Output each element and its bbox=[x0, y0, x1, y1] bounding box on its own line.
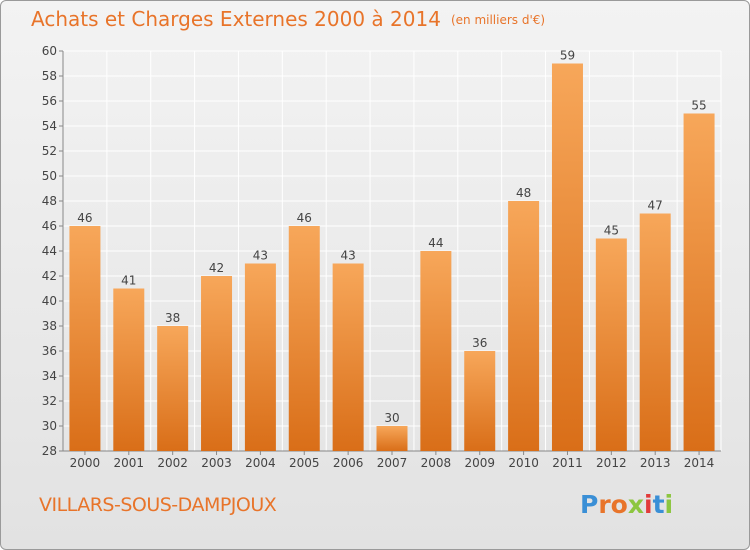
bar-value-label: 55 bbox=[691, 99, 706, 113]
bar-value-label: 48 bbox=[516, 186, 531, 200]
bar-value-label: 45 bbox=[604, 224, 619, 238]
bar-2010 bbox=[508, 201, 540, 451]
bar-2012 bbox=[595, 238, 627, 451]
bar-2004 bbox=[244, 263, 276, 451]
bar-value-label: 43 bbox=[253, 249, 268, 263]
bar-2013 bbox=[639, 213, 671, 451]
x-tick-label: 2004 bbox=[245, 456, 276, 470]
x-tick-label: 2008 bbox=[421, 456, 452, 470]
y-tick-label: 52 bbox=[42, 144, 57, 158]
bar-2007 bbox=[376, 426, 408, 451]
x-tick-label: 2011 bbox=[552, 456, 583, 470]
y-tick-label: 44 bbox=[42, 244, 57, 258]
bar-2001 bbox=[113, 288, 145, 451]
bar-value-label: 47 bbox=[648, 199, 663, 213]
x-tick-label: 2014 bbox=[684, 456, 715, 470]
bar-2009 bbox=[464, 351, 496, 451]
y-tick-label: 32 bbox=[42, 394, 57, 408]
bar-2003 bbox=[201, 276, 233, 451]
x-tick-label: 2005 bbox=[289, 456, 320, 470]
y-tick-label: 50 bbox=[42, 169, 57, 183]
bar-value-label: 46 bbox=[77, 211, 92, 225]
x-tick-label: 2012 bbox=[596, 456, 627, 470]
bar-value-label: 44 bbox=[428, 236, 443, 250]
x-tick-label: 2003 bbox=[201, 456, 232, 470]
chart-title-text: Achats et Charges Externes 2000 à 2014 bbox=[31, 7, 441, 31]
bar-value-label: 42 bbox=[209, 261, 224, 275]
y-tick-label: 34 bbox=[42, 369, 57, 383]
y-tick-label: 30 bbox=[42, 419, 57, 433]
y-tick-label: 40 bbox=[42, 294, 57, 308]
y-tick-label: 36 bbox=[42, 344, 57, 358]
x-tick-label: 2009 bbox=[464, 456, 495, 470]
x-tick-label: 2001 bbox=[114, 456, 145, 470]
bar-value-label: 59 bbox=[560, 49, 575, 63]
x-tick-label: 2007 bbox=[377, 456, 408, 470]
bar-value-label: 38 bbox=[165, 311, 180, 325]
proxiti-logo: Proxiti bbox=[580, 490, 674, 519]
x-tick-label: 2006 bbox=[333, 456, 364, 470]
bar-2011 bbox=[551, 63, 583, 451]
x-tick-label: 2010 bbox=[508, 456, 539, 470]
chart-title: Achats et Charges Externes 2000 à 2014 (e… bbox=[31, 7, 545, 31]
bar-value-label: 30 bbox=[384, 411, 399, 425]
y-tick-label: 58 bbox=[42, 69, 57, 83]
y-tick-label: 56 bbox=[42, 94, 57, 108]
bar-value-label: 36 bbox=[472, 336, 487, 350]
y-tick-label: 48 bbox=[42, 194, 57, 208]
bars-layer: 46 41 38 42 43 46 43 30 44 36 48 59 45 47 55 bbox=[69, 49, 715, 451]
y-tick-label: 38 bbox=[42, 319, 57, 333]
bar-2000 bbox=[69, 226, 101, 451]
bar-value-label: 46 bbox=[297, 211, 312, 225]
bar-2005 bbox=[288, 226, 320, 451]
bar-2014 bbox=[683, 113, 715, 451]
x-tick-label: 2013 bbox=[640, 456, 671, 470]
y-tick-label: 60 bbox=[42, 44, 57, 58]
x-tick-label: 2000 bbox=[70, 456, 101, 470]
location-name: VILLARS-SOUS-DAMPJOUX bbox=[39, 494, 277, 516]
y-tick-label: 28 bbox=[42, 444, 57, 458]
y-tick-label: 46 bbox=[42, 219, 57, 233]
bar-value-label: 43 bbox=[340, 249, 355, 263]
y-tick-label: 54 bbox=[42, 119, 57, 133]
x-tick-label: 2002 bbox=[157, 456, 188, 470]
bar-2002 bbox=[157, 326, 189, 451]
bar-2006 bbox=[332, 263, 364, 451]
chart-subtitle: (en milliers d'€) bbox=[450, 13, 546, 27]
bar-2008 bbox=[420, 251, 452, 451]
bar-value-label: 41 bbox=[121, 274, 136, 288]
y-tick-label: 42 bbox=[42, 269, 57, 283]
